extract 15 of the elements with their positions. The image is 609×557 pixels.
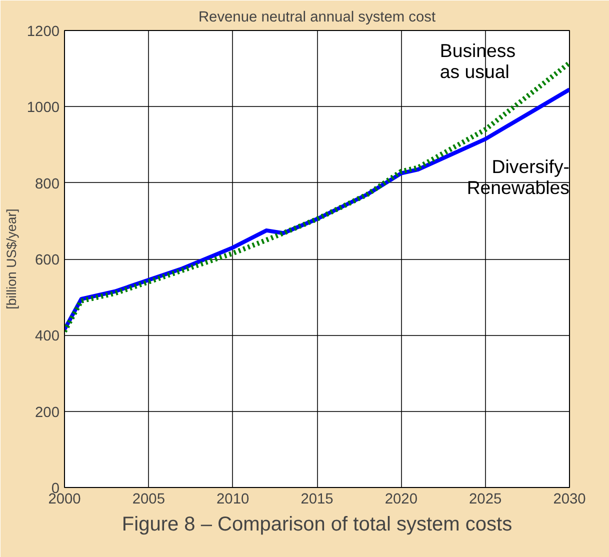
x-tick-label: 2030 [553, 492, 586, 508]
y-tick-label: 1200 [26, 24, 60, 40]
x-tick-label: 2005 [132, 492, 165, 508]
y-tick-label: 800 [35, 176, 60, 192]
y-axis-title: [billion US$/year] [4, 208, 19, 310]
y-tick-label: 600 [35, 252, 60, 268]
y-tick-label: 1000 [26, 100, 60, 116]
x-tick-label: 2020 [384, 492, 418, 508]
caption: Figure 8 – Comparison of total system costs [122, 514, 512, 536]
x-tick-label: 2025 [469, 492, 502, 508]
x-tick-label: 2015 [300, 492, 334, 508]
y-tick-label: 400 [35, 328, 60, 345]
chart-title: Revenue neutral annual system cost [198, 10, 436, 26]
x-tick-label: 2010 [216, 492, 250, 508]
y-tick-label: 200 [35, 404, 60, 421]
